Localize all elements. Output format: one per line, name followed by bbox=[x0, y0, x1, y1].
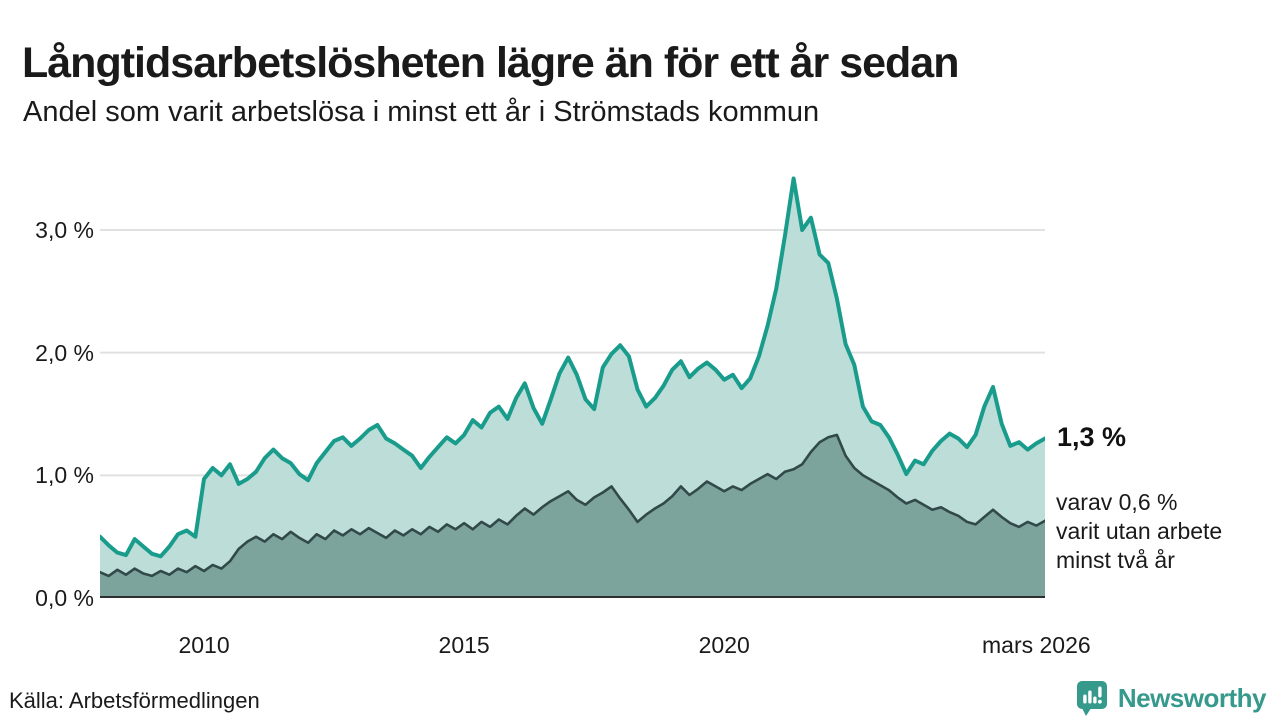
page-title: Långtidsarbetslösheten lägre än för ett … bbox=[22, 38, 959, 87]
chart-subtitle: Andel som varit arbetslösa i minst ett å… bbox=[23, 96, 820, 128]
newsworthy-logo: Newsworthy bbox=[1075, 676, 1267, 720]
x-axis-tick-label: 2010 bbox=[178, 632, 230, 658]
y-axis-tick-label: 1,0 % bbox=[35, 462, 94, 489]
newsworthy-bubble-icon bbox=[1076, 681, 1107, 716]
y-axis-tick-label: 3,0 % bbox=[35, 217, 94, 243]
x-axis-tick-label: mars 2026 bbox=[981, 632, 1091, 658]
series-line-2 bbox=[100, 433, 1045, 578]
end-value-note: varav 0,6 % varit utan arbete minst två … bbox=[1056, 488, 1222, 575]
y-axis-tick-label: 2,0 % bbox=[35, 339, 94, 366]
area-chart-canvas bbox=[100, 176, 1045, 598]
end-value-note-line2: varit utan arbete bbox=[1056, 518, 1223, 544]
end-value-note-line1: varav 0,6 % bbox=[1056, 489, 1178, 515]
series-line-1 bbox=[100, 176, 1045, 559]
source-credit: Källa: Arbetsförmedlingen bbox=[9, 688, 260, 713]
area-chart bbox=[100, 165, 1045, 598]
x-axis-tick-label: 2015 bbox=[438, 632, 490, 658]
newsworthy-wordmark: Newsworthy bbox=[1117, 682, 1267, 713]
end-value-note-line3: minst två år bbox=[1056, 547, 1175, 573]
x-axis-tick-label: 2020 bbox=[698, 632, 750, 658]
series-area-2 bbox=[100, 434, 1045, 598]
end-value-label: 1,3 % bbox=[1057, 422, 1127, 452]
y-axis-tick-label: 0,0 % bbox=[35, 585, 94, 611]
